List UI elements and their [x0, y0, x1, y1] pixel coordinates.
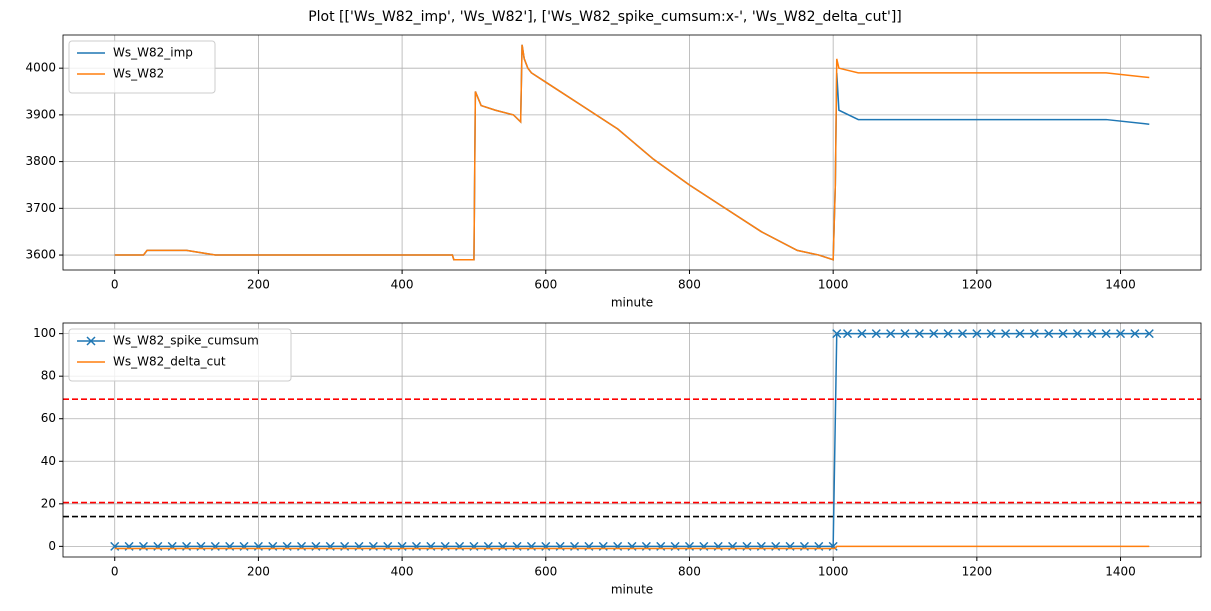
marker — [957, 329, 968, 339]
figure-title: Plot [['Ws_W82_imp', 'Ws_W82'], ['Ws_W82… — [308, 9, 902, 25]
y-tick-label: 20 — [41, 496, 56, 510]
x-tick-label: 0 — [111, 278, 119, 292]
x-tick-label: 400 — [391, 278, 414, 292]
marker — [943, 329, 953, 339]
y-tick-label: 40 — [41, 454, 56, 468]
x-tick-label: 600 — [534, 278, 557, 292]
y-tick-label: 3800 — [25, 154, 56, 168]
x-tick-label: 800 — [678, 278, 701, 292]
x-tick-label: 1200 — [962, 278, 993, 292]
marker — [886, 329, 896, 339]
plot-area — [114, 44, 1150, 261]
x-axis-label: minute — [611, 296, 653, 310]
series-line — [114, 545, 1150, 550]
marker — [1029, 329, 1039, 339]
marker — [857, 329, 867, 339]
marker — [1044, 329, 1054, 339]
marker — [900, 329, 910, 339]
legend-label: Ws_W82_spike_cumsum — [113, 334, 259, 348]
series-line — [114, 44, 1150, 261]
marker — [914, 329, 924, 339]
x-tick-label: 200 — [247, 278, 270, 292]
y-tick-label: 4000 — [25, 61, 56, 75]
legend-box — [68, 328, 292, 382]
axes-frame — [62, 34, 1202, 271]
legend-label: Ws_W82 — [113, 67, 164, 81]
x-tick-label: 0 — [111, 565, 119, 579]
legend-label: Ws_W82_imp — [113, 46, 193, 60]
legend-marker — [86, 336, 96, 346]
marker — [1144, 329, 1154, 339]
marker — [1101, 329, 1111, 339]
marker — [832, 329, 842, 339]
marker — [842, 329, 853, 339]
x-tick-label: 400 — [391, 565, 414, 579]
y-tick-label: 3900 — [25, 107, 56, 121]
marker — [1058, 329, 1068, 339]
x-tick-label: 800 — [678, 565, 701, 579]
legend-label: Ws_W82_delta_cut — [113, 355, 226, 369]
x-tick-label: 1000 — [818, 278, 849, 292]
y-tick-label: 100 — [33, 326, 56, 340]
legend-box — [68, 40, 216, 94]
x-tick-label: 600 — [534, 565, 557, 579]
marker — [986, 329, 996, 339]
marker — [1001, 329, 1011, 339]
marker — [972, 329, 982, 339]
plot-area — [63, 329, 1201, 551]
y-tick-label: 3600 — [25, 248, 56, 262]
x-tick-label: 1400 — [1105, 565, 1136, 579]
marker — [1015, 329, 1025, 339]
y-tick-label: 80 — [41, 369, 56, 383]
x-tick-label: 200 — [247, 565, 270, 579]
series-line — [114, 332, 1150, 548]
marker — [1116, 329, 1126, 339]
marker — [871, 329, 881, 339]
marker — [1072, 329, 1082, 339]
x-axis-label: minute — [611, 583, 653, 597]
axes-frame — [62, 322, 1202, 558]
y-tick-label: 0 — [48, 539, 56, 553]
y-tick-label: 60 — [41, 411, 56, 425]
x-tick-label: 1200 — [962, 565, 993, 579]
marker — [1130, 329, 1140, 339]
marker — [1087, 329, 1097, 339]
marker — [929, 329, 939, 339]
x-tick-label: 1000 — [818, 565, 849, 579]
series-line — [114, 44, 1150, 261]
x-tick-label: 1400 — [1105, 278, 1136, 292]
y-tick-label: 3700 — [25, 201, 56, 215]
